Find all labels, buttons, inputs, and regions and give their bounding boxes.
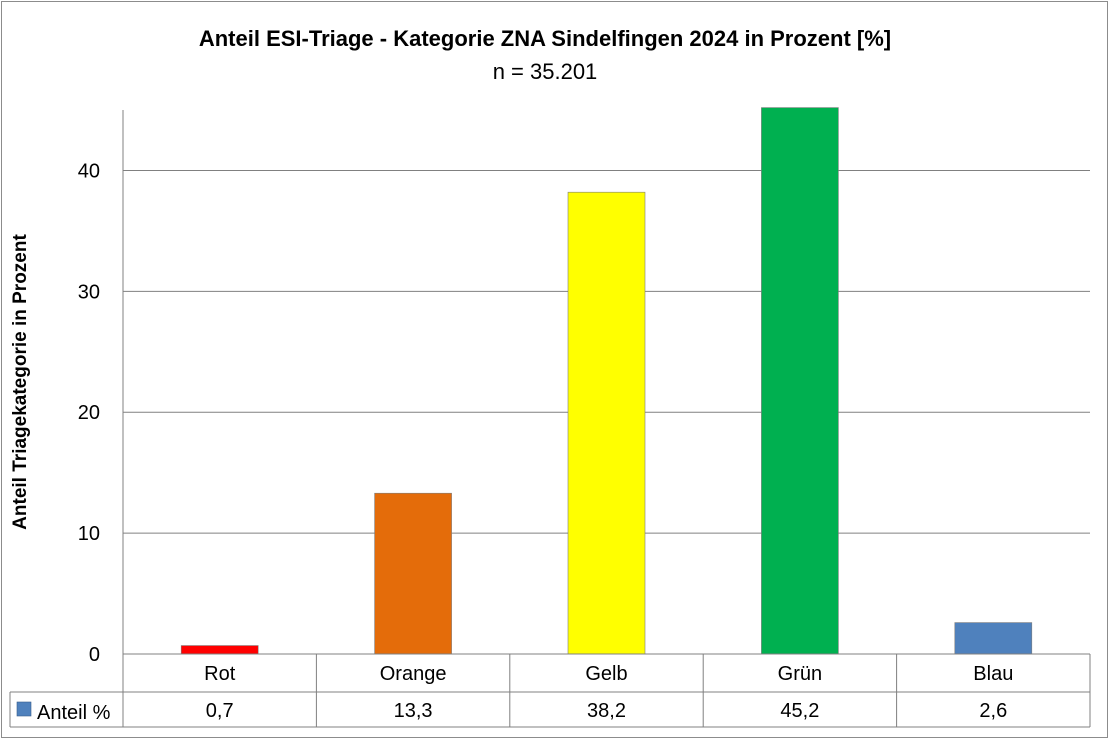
- bar: [761, 107, 839, 655]
- x-category-label: Rot: [204, 663, 236, 685]
- y-tick-label: 30: [78, 281, 100, 303]
- y-axis-label: Anteil Triagekategorie in Prozent: [10, 234, 31, 530]
- bar: [374, 492, 452, 655]
- data-label: 0,7: [206, 700, 234, 722]
- y-tick-label: 10: [78, 523, 100, 545]
- y-tick-label: 40: [78, 160, 100, 182]
- legend-entry-label: Anteil %: [37, 702, 111, 724]
- data-label: 38,2: [587, 700, 626, 722]
- legend-swatch: [16, 701, 32, 717]
- bar: [954, 622, 1033, 655]
- data-table: Rot 0,7 Orange 13,3 Gelb 38,2 Grün 45,2 Blau 2,6: [9, 654, 1091, 728]
- x-category-label: Gelb: [585, 663, 627, 685]
- bars: [180, 107, 1033, 655]
- x-category-label: Orange: [380, 663, 447, 685]
- y-tick-label: 0: [89, 644, 100, 666]
- data-label: 45,2: [780, 700, 819, 722]
- x-category-label: Grün: [778, 663, 822, 685]
- bar: [567, 191, 646, 655]
- y-tick-label: 20: [78, 402, 100, 424]
- chart-subtitle: n = 35.201: [493, 59, 598, 84]
- x-category-label: Blau: [973, 663, 1013, 685]
- axes: [122, 110, 1090, 655]
- chart-title: Anteil ESI-Triage - Kategorie ZNA Sindel…: [199, 26, 891, 51]
- data-label: 13,3: [394, 700, 433, 722]
- data-label: 2,6: [979, 700, 1007, 722]
- y-tick-labels: 0 10 20 30 40: [78, 160, 100, 666]
- bar: [180, 645, 259, 655]
